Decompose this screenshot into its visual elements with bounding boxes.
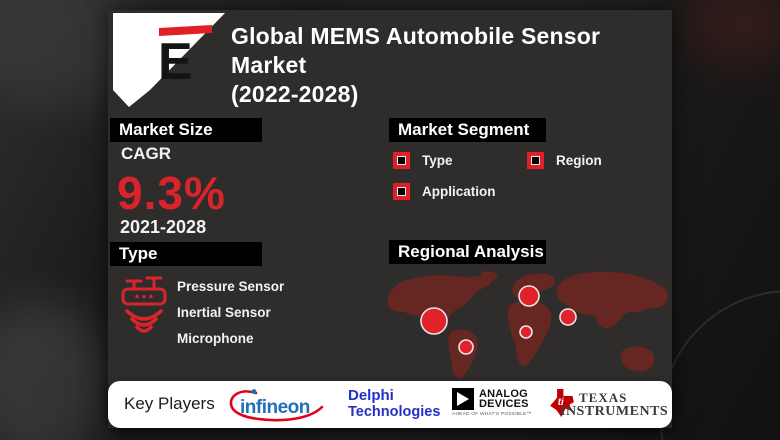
cagr-period: 2021-2028: [120, 217, 207, 237]
segment-label: Application: [422, 184, 496, 199]
segment-item-region: Region: [527, 152, 602, 169]
checkbox-icon: [527, 152, 544, 169]
cagr-label: CAGR: [121, 144, 172, 163]
logo-red-bar: [159, 25, 212, 36]
adi-tagline: AHEAD OF WHAT'S POSSIBLE™: [452, 412, 532, 417]
infineon-logo: infineon: [229, 389, 324, 422]
continent-australia: [621, 346, 655, 372]
ti-line1: TEXAS: [579, 390, 628, 405]
delphi-line1: Delphi: [348, 387, 394, 404]
segment-label: Type: [422, 153, 453, 168]
infineon-wordmark: infineon: [240, 397, 310, 418]
continent-greenland: [481, 271, 498, 282]
market-segment-heading: Market Segment: [389, 118, 546, 142]
background-hand-glow: [0, 300, 110, 440]
segment-item-type: Type: [393, 152, 453, 169]
page-title: Global MEMS Automobile Sensor Market (20…: [231, 22, 661, 109]
continent-north-america: [387, 275, 492, 326]
type-item-pressure-sensor: Pressure Sensor: [177, 279, 285, 294]
region-bubble-europe: [518, 285, 540, 307]
emr-logo: E: [113, 13, 225, 107]
infineon-swoosh: [229, 390, 324, 422]
logo-pennant-shape: [113, 13, 225, 107]
checkbox-icon: [393, 183, 410, 200]
continent-asia: [556, 271, 668, 329]
type-item-microphone: Microphone: [177, 331, 254, 346]
world-map: [387, 271, 668, 379]
svg-text:ti: ti: [558, 397, 564, 408]
texas-state-icon: ti: [550, 389, 574, 417]
segment-item-application: Application: [393, 183, 496, 200]
texas-instruments-logo: ti TEXAS INSTRUMENTS: [548, 388, 669, 422]
adi-line2: DEVICES: [479, 398, 529, 410]
region-bubble-north-america: [420, 307, 448, 335]
type-heading: Type: [110, 242, 262, 266]
delphi-line2: Technologies: [348, 404, 441, 420]
key-players-bar: Key Players infineon Delphi Technologies…: [108, 381, 672, 428]
region-bubble-asia: [559, 308, 577, 326]
title-line-1: Global MEMS Automobile Sensor Market: [231, 23, 601, 78]
cagr-value: 9.3%: [117, 167, 226, 219]
market-size-heading: Market Size: [110, 118, 262, 142]
regional-analysis-heading: Regional Analysis: [389, 240, 546, 264]
background-red-hint: [688, 0, 780, 64]
infineon-dot: [251, 389, 257, 394]
sensor-waves-icon: [121, 276, 167, 333]
region-bubble-africa: [519, 325, 533, 339]
analog-devices-triangle-icon: [452, 388, 474, 410]
key-players-label: Key Players: [124, 394, 215, 413]
delphi-logo: Delphi Technologies: [348, 387, 441, 421]
main-panel: [108, 10, 672, 428]
ti-line2: INSTRUMENTS: [560, 404, 669, 419]
analog-devices-logo: ANALOG DEVICES AHEAD OF WHAT'S POSSIBLE™: [452, 388, 552, 418]
background-door-curve: [660, 290, 780, 440]
logo-letter: E: [158, 33, 193, 91]
region-bubble-south-america: [458, 339, 474, 355]
checkbox-icon: [393, 152, 410, 169]
title-line-2: (2022-2028): [231, 81, 359, 107]
adi-line1: ANALOG: [479, 387, 528, 400]
type-item-inertial-sensor: Inertial Sensor: [177, 305, 271, 320]
segment-label: Region: [556, 153, 602, 168]
region-bubbles: [420, 285, 577, 355]
